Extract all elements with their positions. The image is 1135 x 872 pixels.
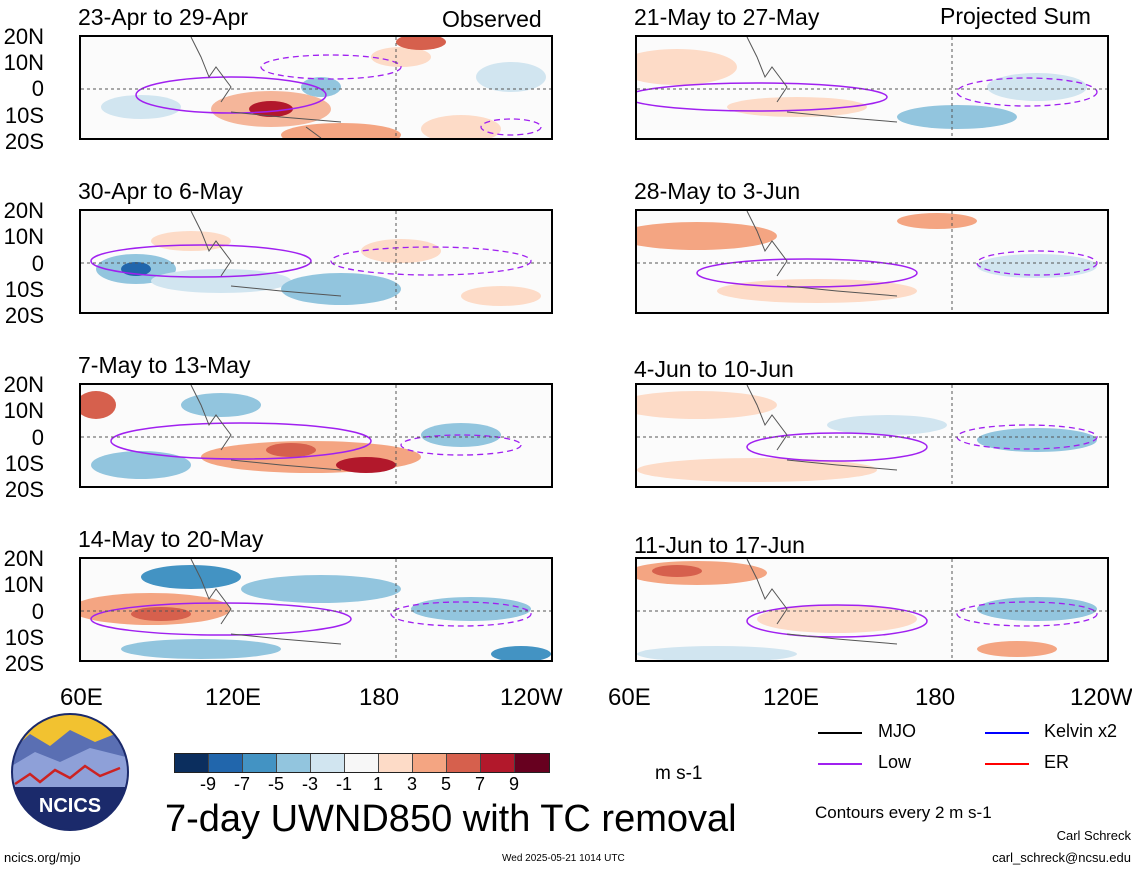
lat-label: 10S — [4, 277, 44, 302]
colorbar-label: -5 — [267, 774, 284, 794]
lat-label: 10N — [3, 398, 44, 423]
panel-title: 14-May to 20-May — [78, 526, 264, 552]
lat-label: 10N — [3, 224, 44, 249]
colorbar-swatch — [277, 754, 311, 772]
map-panel-21may — [635, 35, 1109, 140]
colorbar-units: m s-1 — [655, 763, 703, 784]
legend-kelvin-label: Kelvin x2 — [1044, 721, 1118, 741]
lon-label: 120E — [205, 684, 262, 711]
colorbar-label: 9 — [508, 774, 519, 794]
lat-label: 20N — [3, 372, 44, 397]
legend-mjo-line — [818, 732, 862, 734]
projected-sum-label: Projected Sum — [940, 3, 1091, 29]
map-panel-11jun — [635, 557, 1109, 662]
lat-label: 0 — [31, 251, 44, 276]
main-title: 7-day UWND850 with TC removal — [165, 798, 737, 840]
lat-label: 20S — [4, 651, 44, 676]
legend-er-line — [985, 763, 1029, 765]
colorbar-swatch — [481, 754, 515, 772]
colorbar-label: -1 — [335, 774, 352, 794]
panel-title: 28-May to 3-Jun — [634, 178, 801, 204]
colorbar-label: -9 — [199, 774, 216, 794]
lon-label: 60E — [60, 684, 103, 711]
colorbar-swatch — [515, 754, 549, 772]
lon-label: 120E — [763, 684, 820, 711]
colorbar-label: 7 — [474, 774, 485, 794]
legend-low-label: Low — [878, 752, 912, 772]
observed-label: Observed — [442, 6, 542, 32]
lat-label: 20N — [3, 24, 44, 49]
colorbar-label: 5 — [440, 774, 451, 794]
panel-title: 30-Apr to 6-May — [78, 178, 243, 204]
colorbar-swatch — [209, 754, 243, 772]
colorbar-label: 3 — [406, 774, 417, 794]
lat-label: 20S — [4, 129, 44, 154]
lon-label: 120W — [1070, 684, 1132, 711]
lat-label: 0 — [31, 76, 44, 101]
map-panel-23apr — [79, 35, 553, 140]
footer-url[interactable]: ncics.org/mjo — [4, 850, 81, 865]
lat-label: 10N — [3, 50, 44, 75]
lat-label: 20S — [4, 303, 44, 328]
lon-label: 120W — [500, 684, 563, 711]
colorbar-label: -3 — [301, 774, 318, 794]
lon-label: 180 — [915, 684, 956, 711]
lat-label: 10N — [3, 572, 44, 597]
legend-mjo-label: MJO — [878, 721, 916, 741]
ncics-logo-text: NCICS — [39, 795, 101, 817]
lat-label: 10S — [4, 103, 44, 128]
map-panel-4jun — [635, 383, 1109, 488]
colorbar — [174, 753, 550, 773]
colorbar-label: 1 — [372, 774, 383, 794]
panel-title: 7-May to 13-May — [78, 352, 251, 378]
ncics-logo: NCICS — [10, 712, 130, 832]
map-panel-14may — [79, 557, 553, 662]
lat-label: 0 — [31, 425, 44, 450]
map-panel-28may — [635, 209, 1109, 314]
legend-er-label: ER — [1044, 752, 1070, 772]
lon-label: 180 — [359, 684, 400, 711]
lat-label: 10S — [4, 625, 44, 650]
panel-title: 23-Apr to 29-Apr — [78, 4, 249, 30]
lat-label: 20N — [3, 198, 44, 223]
lat-label: 0 — [31, 599, 44, 624]
footer-email[interactable]: carl_schreck@ncsu.edu — [992, 850, 1131, 865]
panel-title: 21-May to 27-May — [634, 4, 820, 30]
lat-label: 20S — [4, 477, 44, 502]
colorbar-swatch — [311, 754, 345, 772]
colorbar-swatch — [379, 754, 413, 772]
legend-kelvin-line — [985, 732, 1029, 734]
map-panel-7may — [79, 383, 553, 488]
footer-timestamp: Wed 2025-05-21 1014 UTC — [502, 853, 625, 864]
colorbar-swatch — [413, 754, 447, 772]
colorbar-swatch — [175, 754, 209, 772]
colorbar-swatch — [243, 754, 277, 772]
footer-author: Carl Schreck — [1056, 828, 1131, 843]
colorbar-swatch — [447, 754, 481, 772]
panel-title: 11-Jun to 17-Jun — [634, 532, 805, 558]
lon-label: 60E — [608, 684, 651, 711]
lat-label: 10S — [4, 451, 44, 476]
legend-low-line — [818, 763, 862, 765]
lat-label: 20N — [3, 546, 44, 571]
colorbar-label: -7 — [233, 774, 250, 794]
map-panel-30apr — [79, 209, 553, 314]
panel-title: 4-Jun to 10-Jun — [634, 356, 794, 382]
colorbar-swatch — [345, 754, 379, 772]
contours-note: Contours every 2 m s-1 — [815, 803, 992, 822]
